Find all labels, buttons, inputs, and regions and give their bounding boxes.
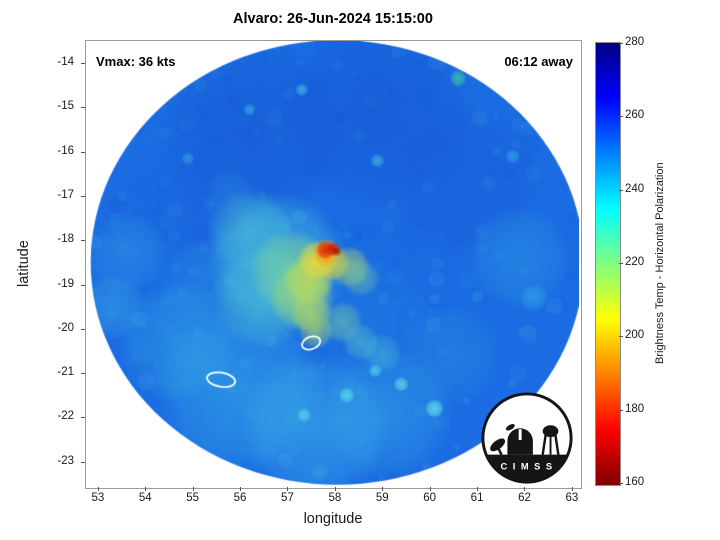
- x-axis-tick-labels: 53 54 55 56 57 58 59 60 61 62 63: [86, 492, 579, 506]
- colorbar-tick-mark: [619, 263, 623, 264]
- y-tick-mark: [81, 461, 85, 463]
- colorbar-tick-mark: [619, 189, 623, 191]
- x-tick-label: 56: [233, 492, 247, 504]
- colorbar-tick-mark: [619, 409, 623, 411]
- x-tick-label: 57: [281, 492, 294, 504]
- y-tick-label: -22: [57, 410, 74, 423]
- x-axis-tick-marks: [86, 487, 579, 492]
- colorbar-tick-mark: [619, 116, 623, 118]
- y-tick-mark: [81, 373, 85, 375]
- logo-band: [486, 454, 568, 483]
- x-tick-mark: [240, 487, 242, 491]
- y-tick-label: -19: [57, 277, 74, 290]
- colorbar-gradient: [596, 43, 620, 485]
- x-tick-mark: [192, 487, 194, 491]
- y-tick-mark: [81, 151, 85, 153]
- plot-area: Vmax: 36 kts 06:12 away C I M S S: [85, 40, 582, 489]
- observatory-dome-icon: [507, 428, 533, 455]
- x-tick-label: 61: [470, 492, 484, 504]
- colorbar-tick-label: 220: [625, 256, 645, 268]
- y-tick-label: -20: [57, 321, 74, 334]
- water-tower-icon: [541, 425, 560, 455]
- x-tick-mark: [524, 487, 526, 491]
- x-tick-mark: [97, 487, 99, 491]
- colorbar-title: Brightness Temp - Horizontal Polarizatio…: [654, 162, 666, 364]
- x-tick-mark: [571, 487, 573, 491]
- cimss-logo-text: C I M S S: [500, 461, 553, 471]
- figure-title: Alvaro: 26-Jun-2024 15:15:00: [233, 11, 433, 27]
- x-tick-label: 58: [328, 492, 342, 504]
- cimss-logo: C I M S S: [481, 392, 573, 484]
- y-tick-label: -16: [57, 144, 74, 157]
- x-tick-mark: [382, 487, 384, 491]
- y-tick-label: -18: [57, 233, 74, 246]
- x-tick-mark: [145, 487, 147, 491]
- y-axis-tick-marks: [81, 41, 85, 486]
- x-tick-mark: [287, 487, 289, 491]
- colorbar: [595, 42, 621, 486]
- x-axis-label: longitude: [303, 511, 363, 527]
- colorbar-tick-label: 180: [625, 402, 645, 415]
- y-tick-label: -15: [57, 100, 74, 113]
- y-tick-label: -21: [57, 366, 74, 379]
- x-tick-mark: [429, 487, 431, 491]
- y-tick-mark: [81, 417, 85, 419]
- y-tick-mark: [81, 107, 85, 109]
- colorbar-tick-marks: [619, 43, 624, 484]
- y-tick-mark: [81, 284, 85, 286]
- colorbar-tick-mark: [619, 483, 623, 484]
- x-tick-label: 62: [518, 492, 531, 504]
- x-tick-label: 59: [375, 492, 389, 504]
- x-tick-mark: [334, 487, 336, 491]
- time-away-annotation: 06:12 away: [504, 54, 573, 69]
- x-tick-label: 53: [91, 492, 105, 504]
- x-tick-label: 54: [138, 492, 152, 504]
- x-tick-label: 63: [565, 492, 579, 504]
- y-axis-tick-labels: -14 -15 -16 -17 -18 -19 -20 -21 -22 -23: [0, 41, 79, 486]
- colorbar-tick-label: 160: [625, 476, 645, 488]
- y-tick-label: -14: [57, 56, 74, 69]
- y-tick-label: -17: [57, 188, 74, 201]
- colorbar-tick-mark: [619, 43, 623, 44]
- colorbar-tick-mark: [619, 336, 623, 338]
- colorbar-tick-labels: 280 260 240 220 200 180 160: [625, 36, 655, 488]
- x-tick-mark: [477, 487, 479, 491]
- colorbar-tick-label: 260: [625, 109, 645, 122]
- colorbar-tick-label: 240: [625, 182, 645, 195]
- x-tick-label: 60: [423, 492, 437, 504]
- radio-dish-icon: [490, 423, 515, 456]
- colorbar-tick-label: 200: [625, 329, 645, 342]
- colorbar-tick-label: 280: [625, 36, 645, 48]
- x-tick-label: 55: [186, 492, 200, 504]
- y-tick-mark: [81, 195, 85, 197]
- y-tick-mark: [81, 328, 85, 330]
- y-tick-mark: [81, 240, 85, 242]
- y-tick-mark: [81, 63, 85, 65]
- vmax-annotation: Vmax: 36 kts: [96, 54, 176, 69]
- y-tick-label: -23: [57, 454, 74, 467]
